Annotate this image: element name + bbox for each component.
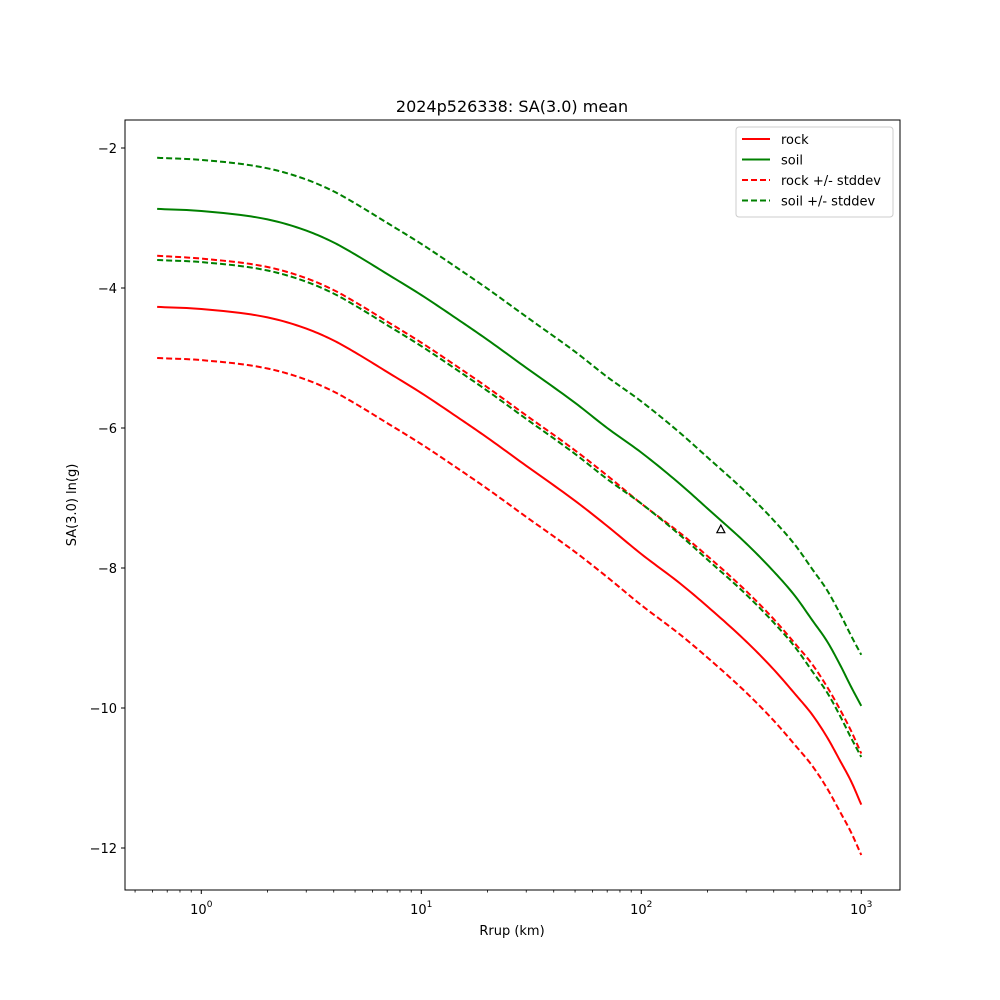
y-tick-label: −4 [98, 282, 117, 297]
y-tick-label: −12 [90, 842, 117, 857]
plot-frame [124, 119, 901, 891]
y-axis-label: SA(3.0) ln(g) [65, 464, 80, 547]
x-tick-label: 103 [850, 900, 872, 918]
y-tick-label: −2 [98, 142, 117, 157]
legend: rock soil rock +/- stddev soil +/- stddev [735, 126, 894, 218]
series-line-2 [157, 254, 863, 754]
y-tick-label: −10 [90, 702, 117, 717]
series-line-1 [157, 207, 863, 707]
legend-label: rock +/- stddev [781, 174, 881, 189]
x-tick-label: 101 [410, 900, 432, 918]
x-tick-label: 102 [630, 900, 652, 918]
series-line-4 [157, 156, 863, 656]
legend-label: soil +/- stddev [781, 195, 876, 210]
observation-marker-0 [715, 523, 726, 534]
x-tick-label: 100 [190, 900, 213, 918]
series-line-5 [157, 259, 863, 758]
plot-area [157, 156, 863, 856]
x-axis-label: Rrup (km) [479, 924, 544, 939]
axes: −2 −4 −6 −8 −10 −12 100 101 102 103 [90, 142, 873, 918]
y-tick-label: −8 [98, 562, 117, 577]
series-line-3 [157, 357, 863, 856]
series-line-0 [157, 305, 863, 805]
legend-label: soil [781, 154, 803, 169]
legend-label: rock [781, 133, 809, 148]
y-tick-label: −6 [98, 422, 117, 437]
chart-title: 2024p526338: SA(3.0) mean [396, 97, 628, 116]
legend-box [735, 126, 894, 218]
